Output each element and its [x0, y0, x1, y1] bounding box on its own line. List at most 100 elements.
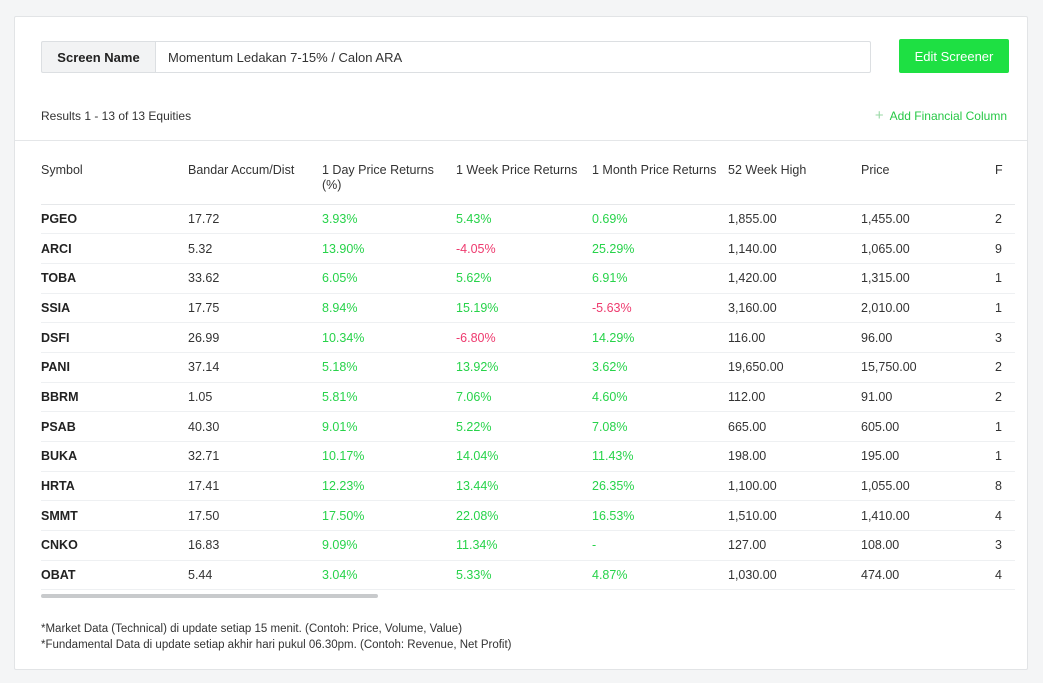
truncated-cell: 2 [995, 204, 1015, 235]
symbol-cell[interactable]: PGEO [41, 204, 188, 235]
header-1day[interactable]: 1 Day Price Returns (%) [322, 163, 456, 205]
table-row[interactable]: SMMT 17.50 17.50% 22.08% 16.53% 1,510.00 1,410… [41, 500, 1015, 532]
week-return-cell: 7.06% [456, 382, 592, 413]
screen-name-label: Screen Name [41, 41, 155, 73]
table-header-row: Symbol Bandar Accum/Dist 1 Day Price Ret… [41, 163, 1015, 205]
header-price[interactable]: Price [861, 163, 995, 205]
week52-high-cell: 1,420.00 [728, 263, 861, 294]
week-return-cell: 5.22% [456, 411, 592, 442]
table-row[interactable]: PSAB 40.30 9.01% 5.22% 7.08% 665.00 605.00 1 [41, 411, 1015, 442]
table-row[interactable]: BUKA 32.71 10.17% 14.04% 11.43% 198.00 195.00 1 [41, 441, 1015, 472]
edit-screener-button[interactable]: Edit Screener [899, 39, 1009, 73]
month-return-cell: 0.69% [592, 204, 728, 235]
price-cell: 1,410.00 [861, 500, 995, 532]
price-cell: 96.00 [861, 322, 995, 353]
price-cell: 1,315.00 [861, 263, 995, 294]
table-row[interactable]: PGEO 17.72 3.93% 5.43% 0.69% 1,855.00 1,455.00… [41, 204, 1015, 235]
table-row[interactable]: DSFI 26.99 10.34% -6.80% 14.29% 116.00 96.00 3 [41, 322, 1015, 353]
month-return-cell: 11.43% [592, 441, 728, 472]
week52-high-cell: 1,030.00 [728, 560, 861, 591]
symbol-cell[interactable]: PANI [41, 352, 188, 383]
symbol-cell[interactable]: TOBA [41, 263, 188, 294]
footnote-fundamental-data: *Fundamental Data di update setiap akhir… [41, 639, 512, 651]
bandar-cell: 40.30 [188, 411, 322, 442]
bandar-cell: 26.99 [188, 322, 322, 353]
price-cell: 91.00 [861, 382, 995, 413]
week-return-cell: 5.43% [456, 204, 592, 235]
week-return-cell: 22.08% [456, 500, 592, 532]
table-row[interactable]: SSIA 17.75 8.94% 15.19% -5.63% 3,160.00 2,010.… [41, 293, 1015, 324]
week-return-cell: -6.80% [456, 322, 592, 353]
symbol-cell[interactable]: BUKA [41, 441, 188, 472]
add-financial-column-label: Add Financial Column [889, 109, 1007, 123]
day-return-cell: 10.17% [322, 441, 456, 472]
footnotes: *Market Data (Technical) di update setia… [41, 621, 512, 653]
day-return-cell: 12.23% [322, 471, 456, 502]
symbol-cell[interactable]: SMMT [41, 500, 188, 532]
week52-high-cell: 198.00 [728, 441, 861, 472]
symbol-cell[interactable]: DSFI [41, 322, 188, 353]
month-return-cell: 7.08% [592, 411, 728, 442]
week-return-cell: 14.04% [456, 441, 592, 472]
symbol-cell[interactable]: BBRM [41, 382, 188, 413]
table-row[interactable]: TOBA 33.62 6.05% 5.62% 6.91% 1,420.00 1,315.00… [41, 263, 1015, 294]
week-return-cell: 13.92% [456, 352, 592, 383]
truncated-cell: 4 [995, 560, 1015, 591]
symbol-cell[interactable]: OBAT [41, 560, 188, 591]
truncated-cell: 3 [995, 322, 1015, 353]
table-row[interactable]: PANI 37.14 5.18% 13.92% 3.62% 19,650.00 15,750… [41, 352, 1015, 383]
truncated-cell: 1 [995, 441, 1015, 472]
truncated-cell: 4 [995, 500, 1015, 532]
bandar-cell: 17.41 [188, 471, 322, 502]
symbol-cell[interactable]: PSAB [41, 411, 188, 442]
month-return-cell: 16.53% [592, 500, 728, 532]
truncated-cell: 8 [995, 471, 1015, 502]
week52-high-cell: 1,510.00 [728, 500, 861, 532]
header-bandar[interactable]: Bandar Accum/Dist [188, 163, 322, 205]
symbol-cell[interactable]: CNKO [41, 530, 188, 561]
header-1month[interactable]: 1 Month Price Returns [592, 163, 728, 205]
table-row[interactable]: BBRM 1.05 5.81% 7.06% 4.60% 112.00 91.00 2 [41, 382, 1015, 413]
symbol-cell[interactable]: ARCI [41, 233, 188, 264]
bandar-cell: 17.75 [188, 293, 322, 324]
header-1week[interactable]: 1 Week Price Returns [456, 163, 592, 205]
day-return-cell: 9.09% [322, 530, 456, 561]
price-cell: 195.00 [861, 441, 995, 472]
truncated-cell: 1 [995, 411, 1015, 442]
truncated-cell: 3 [995, 530, 1015, 561]
divider [15, 140, 1027, 141]
truncated-cell: 1 [995, 293, 1015, 324]
add-financial-column-link[interactable]: + Add Financial Column [875, 108, 1007, 123]
screen-name-field[interactable]: Momentum Ledakan 7-15% / Calon ARA [155, 41, 871, 73]
bandar-cell: 5.32 [188, 233, 322, 264]
price-cell: 15,750.00 [861, 352, 995, 383]
header-symbol[interactable]: Symbol [41, 163, 188, 205]
month-return-cell: 14.29% [592, 322, 728, 353]
price-cell: 108.00 [861, 530, 995, 561]
table-row[interactable]: ARCI 5.32 13.90% -4.05% 25.29% 1,140.00 1,065.… [41, 233, 1015, 264]
horizontal-scrollbar[interactable] [41, 594, 378, 598]
results-table: Symbol Bandar Accum/Dist 1 Day Price Ret… [41, 163, 1015, 591]
day-return-cell: 5.18% [322, 352, 456, 383]
week52-high-cell: 1,100.00 [728, 471, 861, 502]
symbol-cell[interactable]: SSIA [41, 293, 188, 324]
day-return-cell: 3.93% [322, 204, 456, 235]
week-return-cell: 13.44% [456, 471, 592, 502]
week-return-cell: 5.62% [456, 263, 592, 294]
table-row[interactable]: HRTA 17.41 12.23% 13.44% 26.35% 1,100.00 1,055… [41, 471, 1015, 502]
header-truncated[interactable]: F [995, 163, 1015, 205]
bandar-cell: 17.50 [188, 500, 322, 532]
table-row[interactable]: OBAT 5.44 3.04% 5.33% 4.87% 1,030.00 474.00 4 [41, 560, 1015, 591]
week52-high-cell: 116.00 [728, 322, 861, 353]
week52-high-cell: 127.00 [728, 530, 861, 561]
day-return-cell: 17.50% [322, 500, 456, 532]
bandar-cell: 5.44 [188, 560, 322, 591]
bandar-cell: 33.62 [188, 263, 322, 294]
bandar-cell: 1.05 [188, 382, 322, 413]
symbol-cell[interactable]: HRTA [41, 471, 188, 502]
truncated-cell: 9 [995, 233, 1015, 264]
header-52week-high[interactable]: 52 Week High [728, 163, 861, 205]
day-return-cell: 6.05% [322, 263, 456, 294]
day-return-cell: 3.04% [322, 560, 456, 591]
table-row[interactable]: CNKO 16.83 9.09% 11.34% -127.00 108.00 3 [41, 530, 1015, 561]
